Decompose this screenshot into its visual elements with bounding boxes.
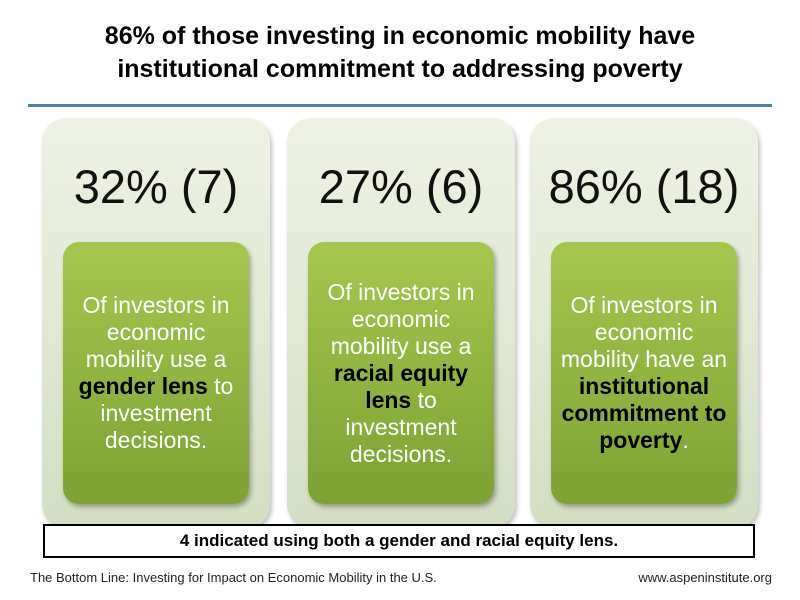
description-box: Of investors in economic mobility have a… <box>551 242 737 504</box>
stat-panel-racial-equity-lens: 27% (6) Of investors in economic mobilit… <box>287 118 515 528</box>
stat-panel-institutional-commitment: 86% (18) Of investors in economic mobili… <box>530 118 758 528</box>
note-text: 4 indicated using both a gender and raci… <box>179 531 619 550</box>
description-tail: to investment decisions. <box>100 373 234 453</box>
description-tail: to investment decisions. <box>345 386 457 467</box>
description-text: Of investors in economic mobility have a… <box>560 292 728 454</box>
footer-source: The Bottom Line: Investing for Impact on… <box>30 570 437 585</box>
slide-title: 86% of those investing in economic mobil… <box>40 20 760 86</box>
description-text: Of investors in economic mobility use a … <box>72 292 240 454</box>
description-text: Of investors in economic mobility use a … <box>317 279 485 468</box>
description-lead: Of investors in economic mobility use a <box>82 292 230 372</box>
description-lead: Of investors in economic mobility have a… <box>560 292 728 372</box>
description-emphasis: gender lens <box>78 373 208 399</box>
combined-lens-note: 4 indicated using both a gender and raci… <box>43 524 755 558</box>
description-box: Of investors in economic mobility use a … <box>63 242 249 504</box>
stat-panel-gender-lens: 32% (7) Of investors in economic mobilit… <box>42 118 270 528</box>
stat-value: 32% (7) <box>73 160 239 213</box>
description-lead: Of investors in economic mobility use a <box>327 278 475 359</box>
title-line-2: institutional commitment to addressing p… <box>117 55 683 83</box>
title-line-1: 86% of those investing in economic mobil… <box>104 22 696 50</box>
footer-url: www.aspeninstitute.org <box>638 570 772 585</box>
description-tail: . <box>682 427 689 453</box>
description-emphasis: racial equity lens <box>333 359 469 413</box>
description-emphasis: institutional commitment to poverty <box>561 373 727 453</box>
stat-value: 27% (6) <box>318 160 484 213</box>
title-divider <box>28 104 772 107</box>
description-box: Of investors in economic mobility use a … <box>308 242 494 504</box>
stat-value: 86% (18) <box>548 160 740 213</box>
